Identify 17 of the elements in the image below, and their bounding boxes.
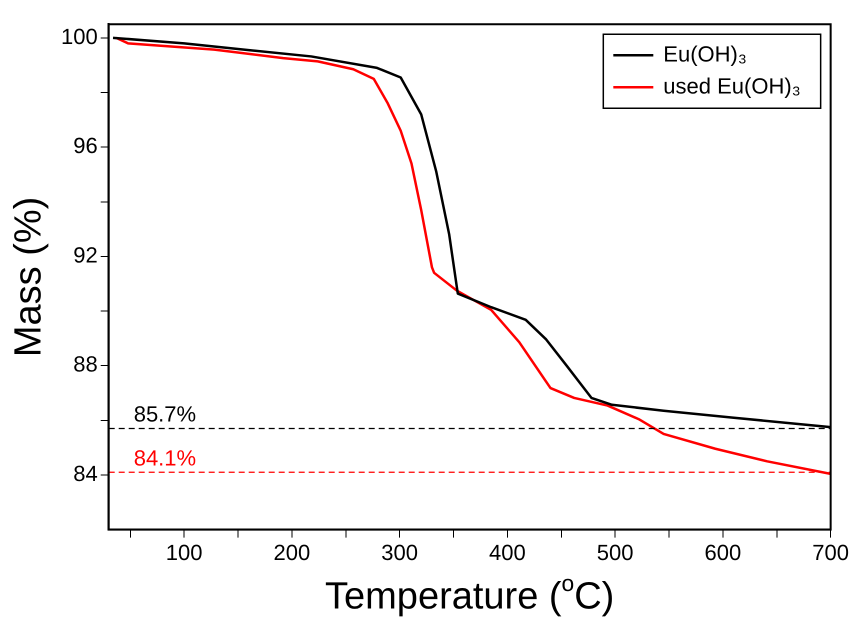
x-tick-label: 400: [489, 540, 526, 565]
y-tick-label: 92: [73, 242, 98, 268]
x-tick-label: 300: [381, 540, 418, 565]
x-tick-label: 500: [596, 540, 634, 565]
y-axis-title: Mass (%): [7, 196, 50, 358]
y-tick-label: 84: [73, 461, 98, 486]
y-tick-label: 88: [73, 352, 98, 377]
x-tick-label: 100: [166, 540, 202, 565]
legend-label: Eu(OH)₃: [663, 41, 747, 66]
legend-label: used Eu(OH)₃: [663, 73, 801, 98]
x-tick-label: 200: [274, 540, 310, 565]
y-tick-label: 100: [60, 24, 98, 49]
ref-line-label: 84.1%: [134, 445, 196, 470]
ref-line-label: 85.7%: [134, 402, 196, 427]
x-tick-label: 700: [812, 540, 850, 565]
x-tick-label: 600: [704, 540, 742, 565]
y-tick-label: 96: [73, 133, 98, 158]
